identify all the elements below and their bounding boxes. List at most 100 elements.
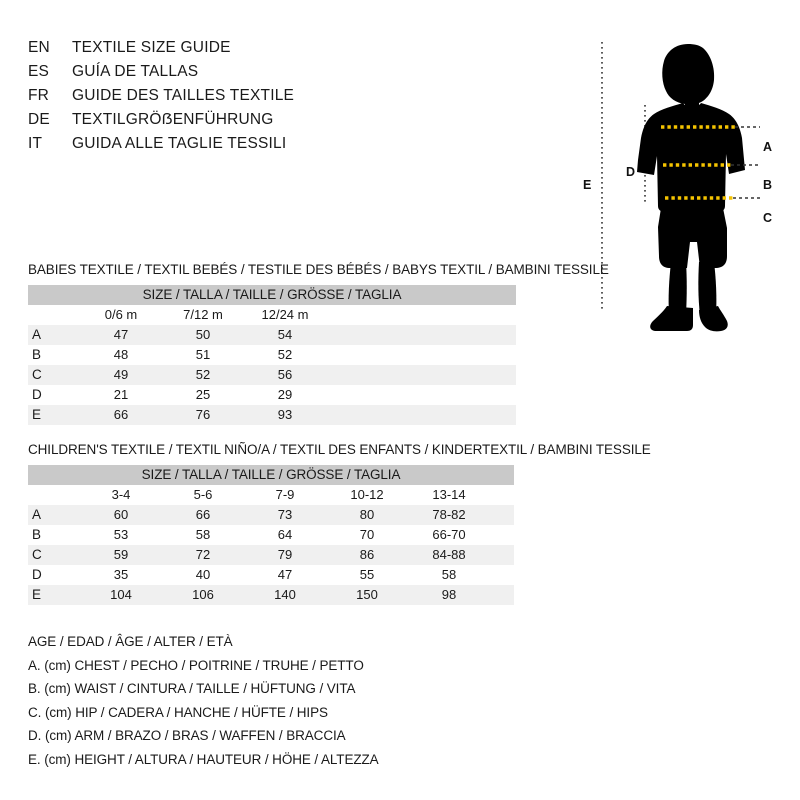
children-size-header-cell: 5-6: [162, 485, 244, 505]
legend-item-d: D. (cm) ARM / BRAZO / BRAS / WAFFEN / BR…: [28, 728, 346, 743]
children-size-header-cell: 7-9: [244, 485, 326, 505]
table-row: B 48 51 52: [28, 345, 517, 365]
children-cell: 79: [244, 545, 326, 565]
babies-cell: 56: [244, 365, 326, 385]
children-row-label: D: [28, 565, 80, 585]
children-cell-pad: [490, 505, 515, 525]
child-silhouette-svg: [601, 42, 760, 332]
children-row-label: B: [28, 525, 80, 545]
children-row-label: E: [28, 585, 80, 605]
babies-cell: 76: [162, 405, 244, 425]
babies-cell: 49: [80, 365, 162, 385]
children-cell: 59: [80, 545, 162, 565]
babies-size-header-corner: [28, 305, 80, 325]
language-title-it: GUIDA ALLE TAGLIE TESSILI: [72, 135, 287, 152]
babies-header-bar-label: SIZE / TALLA / TAILLE / GRÖSSE / TAGLIA: [28, 285, 517, 305]
language-row-es: ES GUÍA DE TALLAS: [28, 60, 488, 84]
legend-item-e: E. (cm) HEIGHT / ALTURA / HAUTEUR / HÖHE…: [28, 751, 379, 767]
children-cell-pad: [490, 545, 515, 565]
babies-cell: 93: [244, 405, 326, 425]
babies-table-block: BABIES TEXTILE / TEXTIL BEBÉS / TESTILE …: [28, 262, 609, 425]
children-size-header-cell: 13-14: [408, 485, 490, 505]
measurement-diagram: E D A B C: [575, 20, 800, 340]
table-row: A 60 66 73 80 78-82: [28, 505, 515, 525]
babies-table-caption: BABIES TEXTILE / TEXTIL BEBÉS / TESTILE …: [28, 262, 609, 277]
children-cell: 60: [80, 505, 162, 525]
dimension-label-a: A: [763, 140, 773, 154]
babies-cell: 25: [162, 385, 244, 405]
children-size-header-pad: [490, 485, 515, 505]
babies-cell-pad: [326, 325, 517, 345]
children-cell: 40: [162, 565, 244, 585]
babies-cell-pad: [326, 405, 517, 425]
children-header-bar-row: SIZE / TALLA / TAILLE / GRÖSSE / TAGLIA: [28, 465, 515, 485]
babies-cell: 29: [244, 385, 326, 405]
children-size-header-row: 3-4 5-6 7-9 10-12 13-14: [28, 485, 515, 505]
children-row-label: A: [28, 505, 80, 525]
babies-cell: 54: [244, 325, 326, 345]
children-cell: 150: [326, 585, 408, 605]
children-size-table: SIZE / TALLA / TAILLE / GRÖSSE / TAGLIA …: [28, 465, 515, 605]
children-cell: 78-82: [408, 505, 490, 525]
children-size-header-cell: 3-4: [80, 485, 162, 505]
babies-row-label: A: [28, 325, 80, 345]
language-title-fr: GUIDE DES TAILLES TEXTILE: [72, 87, 295, 104]
children-cell: 53: [80, 525, 162, 545]
children-cell-pad: [490, 585, 515, 605]
language-title-block: EN TEXTILE SIZE GUIDE ES GUÍA DE TALLAS …: [28, 36, 488, 156]
language-code-en: EN: [28, 39, 50, 56]
babies-cell: 52: [162, 365, 244, 385]
children-cell: 58: [162, 525, 244, 545]
dimension-label-d: D: [626, 165, 636, 179]
children-cell: 98: [408, 585, 490, 605]
children-cell-pad: [490, 525, 515, 545]
children-cell: 106: [162, 585, 244, 605]
measurement-legend: AGE / EDAD / ÂGE / ALTER / ETÀ A. (cm) C…: [28, 630, 458, 771]
babies-row-label: B: [28, 345, 80, 365]
babies-size-header-cell: 7/12 m: [162, 305, 244, 325]
children-size-header-corner: [28, 485, 80, 505]
legend-age-row: AGE / EDAD / ÂGE / ALTER / ETÀ: [28, 634, 233, 649]
babies-cell: 51: [162, 345, 244, 365]
children-cell: 72: [162, 545, 244, 565]
children-cell: 140: [244, 585, 326, 605]
children-cell: 35: [80, 565, 162, 585]
children-cell: 70: [326, 525, 408, 545]
children-cell: 64: [244, 525, 326, 545]
babies-header-bar-row: SIZE / TALLA / TAILLE / GRÖSSE / TAGLIA: [28, 285, 517, 305]
children-cell: 55: [326, 565, 408, 585]
dimension-label-e: E: [583, 178, 592, 192]
babies-size-header-row: 0/6 m 7/12 m 12/24 m: [28, 305, 517, 325]
babies-cell: 66: [80, 405, 162, 425]
children-table-block: CHILDREN'S TEXTILE / TEXTIL NIÑO/A / TEX…: [28, 442, 651, 605]
language-title-es: GUÍA DE TALLAS: [72, 63, 199, 80]
babies-size-header-cell: 12/24 m: [244, 305, 326, 325]
babies-size-header-pad: [326, 305, 517, 325]
language-row-fr: FR GUIDE DES TAILLES TEXTILE: [28, 84, 488, 108]
table-row: C 59 72 79 86 84-88: [28, 545, 515, 565]
children-cell-pad: [490, 565, 515, 585]
children-cell: 86: [326, 545, 408, 565]
children-cell: 80: [326, 505, 408, 525]
children-table-caption: CHILDREN'S TEXTILE / TEXTIL NIÑO/A / TEX…: [28, 442, 651, 457]
babies-cell-pad: [326, 385, 517, 405]
child-silhouette-shape: [637, 44, 745, 332]
babies-cell-pad: [326, 365, 517, 385]
language-code-es: ES: [28, 63, 50, 80]
table-row: C 49 52 56: [28, 365, 517, 385]
children-cell: 84-88: [408, 545, 490, 565]
legend-item-a: A. (cm) CHEST / PECHO / POITRINE / TRUHE…: [28, 657, 364, 673]
babies-row-label: C: [28, 365, 80, 385]
language-row-it: IT GUIDA ALLE TAGLIE TESSILI: [28, 132, 488, 156]
babies-cell: 21: [80, 385, 162, 405]
language-title-en: TEXTILE SIZE GUIDE: [72, 39, 231, 56]
babies-size-table: SIZE / TALLA / TAILLE / GRÖSSE / TAGLIA …: [28, 285, 517, 425]
table-row: E 104 106 140 150 98: [28, 585, 515, 605]
language-row-en: EN TEXTILE SIZE GUIDE: [28, 36, 488, 60]
children-cell: 73: [244, 505, 326, 525]
language-code-de: DE: [28, 111, 50, 128]
table-row: B 53 58 64 70 66-70: [28, 525, 515, 545]
language-code-it: IT: [28, 135, 43, 152]
children-size-header-cell: 10-12: [326, 485, 408, 505]
children-cell: 58: [408, 565, 490, 585]
